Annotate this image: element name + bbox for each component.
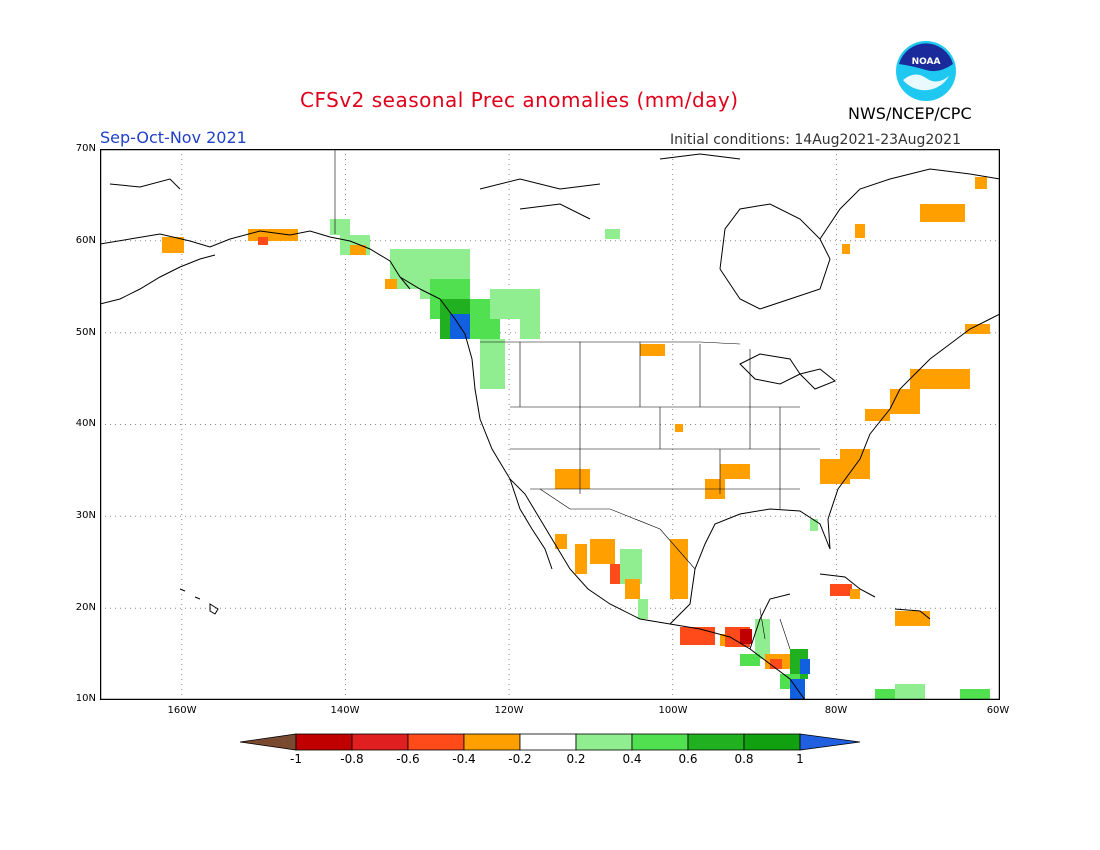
noaa-logo: NOAA bbox=[896, 41, 956, 101]
lat-label-20n: 20N bbox=[75, 602, 96, 613]
lon-label-100w: 100W bbox=[658, 705, 688, 716]
anomaly-cell bbox=[675, 424, 683, 432]
anomaly-cell bbox=[350, 245, 366, 255]
colorbar-segment bbox=[351, 733, 409, 751]
anomaly-cell bbox=[740, 654, 760, 666]
noaa-logo-text: NOAA bbox=[912, 57, 941, 67]
coastlines bbox=[100, 153, 1000, 700]
colorbar-label: -0.8 bbox=[340, 752, 364, 766]
colorbar-segment bbox=[631, 733, 689, 751]
lon-label-80w: 80W bbox=[824, 705, 848, 716]
colorbar-segment bbox=[463, 733, 521, 751]
colorbar-segment bbox=[519, 733, 577, 751]
anomaly-cell bbox=[720, 464, 750, 479]
colorbar-segment bbox=[407, 733, 465, 751]
map-grid bbox=[100, 149, 1000, 700]
anomaly-cell bbox=[575, 544, 587, 574]
anomaly-cell bbox=[638, 599, 648, 619]
colorbar-label: 1 bbox=[796, 752, 804, 766]
precip-anomaly-map bbox=[100, 149, 1000, 700]
anomaly-cell bbox=[820, 459, 850, 484]
anomaly-cell bbox=[520, 319, 540, 339]
anomaly-cell bbox=[800, 659, 810, 674]
anomaly-cell bbox=[850, 589, 860, 599]
lat-label-40n: 40N bbox=[75, 418, 96, 429]
lat-label-30n: 30N bbox=[75, 510, 96, 521]
lon-label-140w: 140W bbox=[330, 705, 360, 716]
anomaly-cell bbox=[258, 237, 268, 245]
anomaly-cell bbox=[895, 611, 930, 626]
colorbar-label: 0.2 bbox=[566, 752, 586, 766]
colorbar bbox=[240, 733, 861, 751]
anomaly-cell bbox=[830, 584, 852, 596]
colorbar-label: -0.2 bbox=[508, 752, 532, 766]
colorbar-segment bbox=[240, 733, 297, 751]
map-title: CFSv2 seasonal Prec anomalies (mm/day) bbox=[300, 88, 739, 112]
initial-conditions-label: Initial conditions: 14Aug2021-23Aug2021 bbox=[670, 132, 961, 148]
colorbar-segment bbox=[687, 733, 745, 751]
anomaly-cell bbox=[755, 619, 770, 659]
lat-label-10n: 10N bbox=[75, 693, 96, 704]
anomaly-cell bbox=[865, 409, 890, 421]
anomaly-cell bbox=[910, 369, 970, 389]
anomaly-cell bbox=[162, 237, 184, 253]
anomaly-cell bbox=[620, 549, 642, 584]
anomaly-cell bbox=[920, 204, 965, 222]
political-borders bbox=[334, 149, 820, 650]
colorbar-segment bbox=[575, 733, 633, 751]
lon-label-60w: 60W bbox=[986, 705, 1010, 716]
anomaly-cell bbox=[670, 539, 688, 599]
anomaly-cell bbox=[960, 689, 990, 700]
colorbar-segment bbox=[743, 733, 801, 751]
anomaly-cell bbox=[740, 629, 752, 644]
map-frame bbox=[100, 149, 1000, 700]
lat-label-70n: 70N bbox=[75, 143, 96, 154]
colorbar-label: 0.8 bbox=[734, 752, 754, 766]
lat-label-60n: 60N bbox=[75, 235, 96, 246]
colorbar-segment bbox=[799, 733, 861, 751]
colorbar-label: -0.6 bbox=[396, 752, 420, 766]
anomaly-cell bbox=[895, 684, 925, 700]
anomaly-cell bbox=[680, 627, 715, 645]
anomaly-cell bbox=[975, 177, 987, 189]
anomaly-cell bbox=[480, 339, 505, 389]
anomaly-cell bbox=[490, 289, 540, 319]
anomaly-cell bbox=[890, 389, 920, 414]
anomaly-cell bbox=[965, 324, 990, 334]
anomaly-cell bbox=[605, 229, 620, 239]
anomaly-cell bbox=[842, 244, 850, 254]
lon-label-120w: 120W bbox=[494, 705, 524, 716]
anomaly-cell bbox=[875, 689, 895, 700]
lat-label-50n: 50N bbox=[75, 327, 96, 338]
anomaly-cell bbox=[555, 469, 590, 489]
anomaly-cell bbox=[625, 579, 640, 599]
colorbar-label: -0.4 bbox=[452, 752, 476, 766]
anomaly-cell bbox=[555, 534, 567, 549]
anomaly-cell bbox=[330, 219, 350, 235]
anomaly-cell bbox=[640, 344, 665, 356]
colorbar-label: 0.6 bbox=[678, 752, 698, 766]
colorbar-label: 0.4 bbox=[622, 752, 642, 766]
season-label: Sep-Oct-Nov 2021 bbox=[100, 128, 247, 147]
lon-label-160w: 160W bbox=[167, 705, 197, 716]
anomaly-cell bbox=[855, 224, 865, 238]
anomaly-cell bbox=[810, 519, 818, 531]
anomaly-cell bbox=[385, 279, 397, 289]
anomaly-cell bbox=[590, 539, 615, 564]
colorbar-segment bbox=[295, 733, 353, 751]
anomaly-cell bbox=[770, 659, 782, 669]
agency-label: NWS/NCEP/CPC bbox=[848, 104, 972, 123]
colorbar-label: -1 bbox=[290, 752, 302, 766]
